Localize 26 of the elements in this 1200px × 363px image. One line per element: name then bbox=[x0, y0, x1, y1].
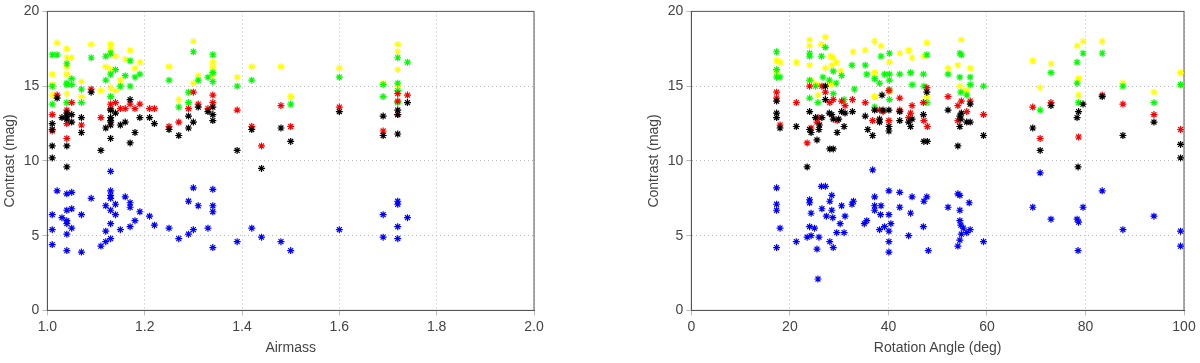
x-tick-label: 1.0 bbox=[37, 317, 58, 334]
x-tick-label: 40 bbox=[880, 317, 897, 334]
x-tick-label: 0 bbox=[687, 317, 696, 334]
x-axis-title: Rotation Angle (deg) bbox=[873, 339, 1002, 356]
y-tick-label: 20 bbox=[667, 2, 684, 19]
y-tick-label: 20 bbox=[23, 2, 40, 19]
x-tick-label: 1.6 bbox=[329, 317, 350, 334]
x-tick-label: 20 bbox=[782, 317, 798, 334]
y-tick-label: 0 bbox=[31, 301, 40, 318]
y-tick-label: 0 bbox=[675, 301, 684, 318]
x-tick-label: 60 bbox=[979, 317, 995, 334]
x-tick-label: 1.8 bbox=[426, 317, 447, 334]
x-tick-label: 80 bbox=[1077, 317, 1094, 334]
y-tick-label: 10 bbox=[667, 151, 684, 168]
x-tick-label: 1.4 bbox=[232, 317, 252, 334]
y-axis-title: Contrast (mag) bbox=[645, 114, 662, 208]
y-axis-title: Contrast (mag) bbox=[1, 114, 18, 208]
y-tick-label: 5 bbox=[31, 226, 40, 243]
x-tick-label: 100 bbox=[1172, 317, 1196, 334]
y-tick-label: 5 bbox=[675, 226, 684, 243]
y-tick-label: 15 bbox=[23, 77, 40, 94]
y-tick-label: 10 bbox=[23, 151, 40, 168]
x-tick-label: 1.2 bbox=[134, 317, 155, 334]
y-tick-label: 15 bbox=[667, 77, 684, 94]
x-axis-title: Airmass bbox=[265, 339, 316, 356]
x-tick-label: 2.0 bbox=[524, 317, 544, 334]
